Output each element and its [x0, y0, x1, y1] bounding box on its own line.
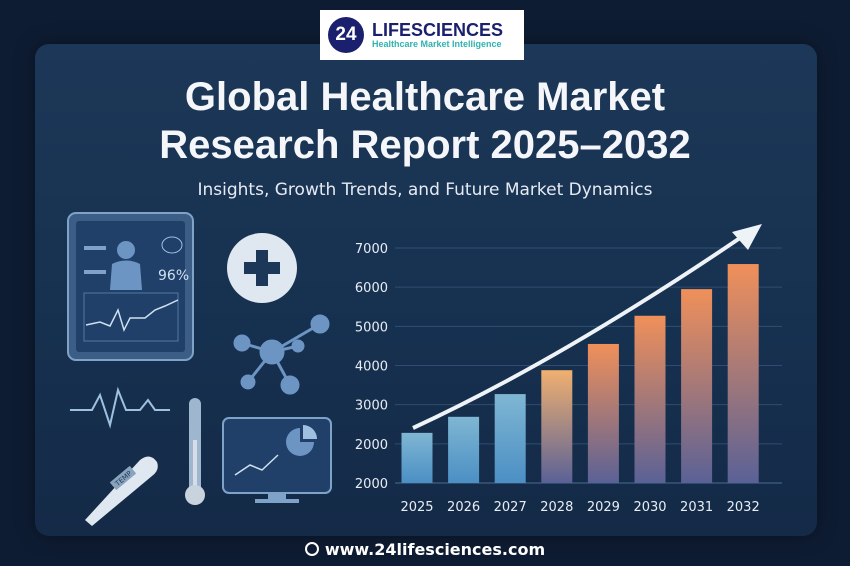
thermometer-icon	[185, 398, 205, 505]
logo-tagline: Healthcare Market Intelligence	[372, 39, 502, 49]
bar-2032	[727, 264, 759, 483]
desktop-chart-icon	[222, 417, 332, 503]
logo-name: LIFESCIENCES	[372, 20, 504, 40]
bar-2030	[634, 315, 666, 483]
tablet-monitor-icon: 96%	[67, 212, 194, 361]
logo-badge: 24	[328, 17, 364, 53]
x-tick-label: 2026	[447, 500, 480, 515]
y-tick-label: 5000	[355, 320, 388, 335]
bar-2027	[494, 394, 526, 483]
heartbeat-icon	[70, 386, 170, 429]
x-tick-label: 2027	[494, 500, 527, 515]
logo: 24 LIFESCIENCES Healthcare Market Intell…	[320, 10, 524, 60]
x-tick-label: 2025	[400, 500, 433, 515]
monitor-reading: 96%	[158, 268, 189, 284]
trend-arrow	[412, 224, 762, 430]
y-tick-label: 2000	[355, 438, 388, 453]
x-tick-label: 2032	[727, 500, 760, 515]
page-title-line1: Global Healthcare Market	[184, 75, 666, 119]
globe-icon	[304, 542, 319, 556]
bar-2029	[587, 343, 619, 483]
y-tick-label: 3000	[355, 399, 388, 414]
y-tick-label: 6000	[355, 281, 388, 296]
x-tick-label: 2030	[633, 500, 666, 515]
y-tick-label: 2000	[355, 477, 388, 492]
footer: www.24lifesciences.com	[0, 540, 850, 559]
bar-2031	[681, 289, 713, 483]
x-tick-label: 2028	[540, 500, 573, 515]
y-tick-label: 7000	[355, 242, 388, 257]
page-title-line2: Research Report 2025–2032	[159, 123, 691, 167]
x-tick-label: 2029	[587, 500, 620, 515]
molecule-icon	[233, 314, 330, 395]
subtitle: Insights, Growth Trends, and Future Mark…	[197, 180, 653, 200]
medical-cross-icon	[227, 233, 297, 303]
bar-2028	[541, 370, 573, 483]
bar-2025	[401, 432, 433, 483]
website-link[interactable]: www.24lifesciences.com	[324, 540, 546, 559]
x-tick-label: 2031	[680, 500, 713, 515]
bar-2026	[448, 416, 480, 483]
y-tick-label: 4000	[355, 360, 388, 375]
